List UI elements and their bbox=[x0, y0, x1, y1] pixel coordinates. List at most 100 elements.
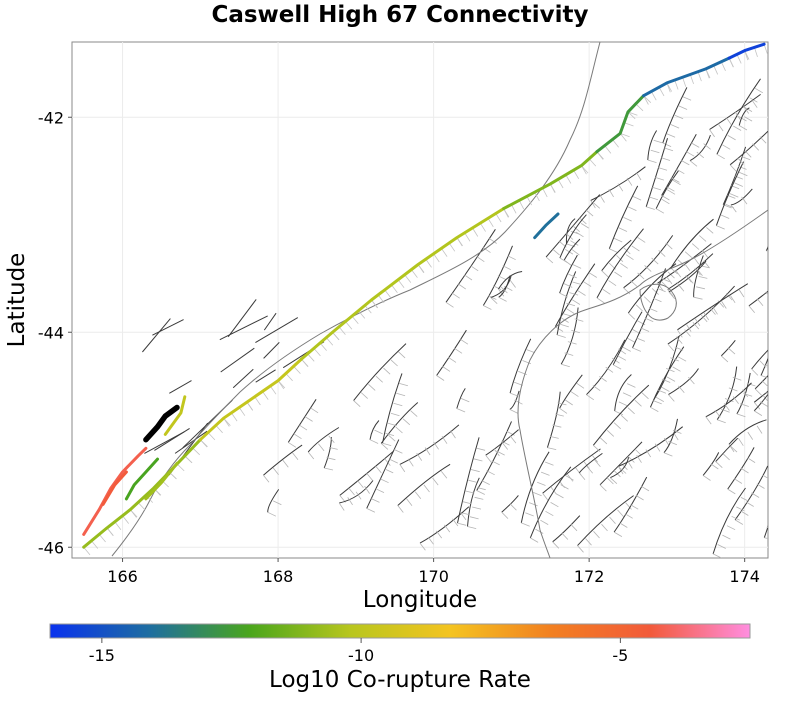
background-fault-trace bbox=[565, 218, 576, 244]
background-fault-hatch bbox=[399, 464, 406, 473]
background-fault-hatch bbox=[727, 488, 736, 495]
background-fault-trace bbox=[142, 318, 171, 353]
background-fault-trace bbox=[720, 339, 736, 357]
background-fault-hatch bbox=[658, 167, 668, 171]
alpine-hatch bbox=[456, 237, 463, 247]
background-fault-trace bbox=[748, 290, 768, 307]
alpine-hatch bbox=[542, 187, 548, 198]
background-fault-hatch bbox=[783, 365, 791, 370]
background-fault-trace bbox=[734, 465, 768, 521]
background-fault-hatch bbox=[496, 450, 505, 456]
background-fault-hatch bbox=[686, 151, 695, 157]
background-fault-hatch bbox=[672, 429, 682, 434]
alpine-hatch bbox=[358, 310, 366, 319]
background-fault-trace bbox=[751, 349, 768, 370]
background-fault-hatch bbox=[675, 336, 683, 344]
background-fault-hatch bbox=[369, 439, 379, 444]
background-fault-hatch bbox=[550, 502, 559, 508]
background-fault-hatch bbox=[631, 245, 640, 252]
background-fault-trace bbox=[652, 336, 680, 401]
alpine-hatch bbox=[682, 77, 687, 87]
background-fault-hatch bbox=[678, 385, 685, 393]
background-fault-hatch bbox=[728, 387, 738, 392]
background-fault-hatch bbox=[739, 125, 748, 131]
background-fault-trace bbox=[498, 275, 511, 298]
background-fault-hatch bbox=[627, 455, 635, 463]
background-fault-trace bbox=[661, 133, 697, 196]
background-fault-hatch bbox=[493, 448, 500, 457]
background-fault-hatch bbox=[620, 414, 628, 422]
background-fault-hatch bbox=[762, 474, 768, 479]
background-fault-hatch bbox=[355, 491, 362, 500]
background-fault-trace bbox=[255, 369, 276, 383]
alpine-hatch bbox=[411, 269, 418, 278]
background-fault-hatch bbox=[630, 504, 639, 510]
background-fault-hatch bbox=[501, 440, 510, 446]
background-fault-hatch bbox=[667, 271, 675, 279]
chart-title: Caswell High 67 Connectivity bbox=[211, 2, 589, 28]
alpine-hatch bbox=[254, 396, 261, 406]
background-fault-trace bbox=[546, 391, 561, 448]
background-fault-hatch bbox=[668, 441, 678, 446]
background-fault-hatch bbox=[472, 506, 482, 510]
alpine-hatch bbox=[565, 174, 572, 184]
background-fault-hatch bbox=[667, 343, 675, 352]
x-tick-label: 170 bbox=[418, 567, 449, 586]
background-fault-trace bbox=[662, 87, 688, 144]
background-fault-hatch bbox=[467, 526, 477, 529]
background-fault-hatch bbox=[645, 449, 652, 458]
background-fault-hatch bbox=[661, 195, 670, 201]
alpine-hatch bbox=[728, 57, 734, 68]
background-fault-hatch bbox=[402, 418, 411, 426]
background-fault-hatch bbox=[602, 288, 611, 295]
background-fault-hatch bbox=[684, 251, 693, 258]
background-fault-hatch bbox=[729, 294, 736, 304]
background-fault-trace bbox=[586, 339, 626, 396]
background-fault-trace bbox=[476, 421, 512, 491]
alpine-hatch bbox=[557, 179, 564, 189]
background-fault-trace bbox=[219, 315, 268, 341]
background-fault-hatch bbox=[722, 534, 731, 540]
background-fault-hatch bbox=[643, 296, 651, 304]
background-fault-hatch bbox=[734, 111, 741, 120]
background-fault-hatch bbox=[622, 392, 632, 397]
background-fault-trace bbox=[419, 506, 470, 544]
background-fault-trace bbox=[668, 260, 707, 293]
background-fault-hatch bbox=[419, 542, 426, 551]
alpine-hatch bbox=[697, 71, 702, 82]
background-fault-hatch bbox=[726, 117, 732, 126]
background-fault-hatch bbox=[777, 345, 783, 351]
background-fault-trace bbox=[716, 366, 738, 420]
background-fault-trace bbox=[578, 452, 603, 474]
alpine-hatch bbox=[511, 204, 517, 214]
alpine-hatch bbox=[114, 521, 122, 530]
background-fault-trace bbox=[689, 134, 711, 162]
background-fault-hatch bbox=[741, 156, 751, 161]
background-fault-hatch bbox=[318, 443, 325, 452]
background-fault-hatch bbox=[765, 291, 768, 296]
background-fault-hatch bbox=[596, 297, 605, 304]
background-fault-trace bbox=[482, 245, 513, 306]
alpine-hatch bbox=[338, 326, 346, 335]
background-fault-hatch bbox=[759, 401, 768, 407]
background-fault-hatch bbox=[705, 416, 712, 425]
background-fault-hatch bbox=[717, 123, 724, 132]
background-fault-hatch bbox=[593, 531, 600, 539]
background-fault-hatch bbox=[709, 129, 715, 138]
colorbar-ticks: -15 -10 -5 bbox=[89, 638, 628, 665]
background-fault-hatch bbox=[433, 441, 439, 450]
background-fault-hatch bbox=[507, 255, 516, 261]
alpine-hatch bbox=[705, 68, 711, 79]
background-fault-hatch bbox=[637, 272, 645, 280]
alpine-hatch bbox=[658, 87, 665, 97]
background-fault-trace bbox=[727, 447, 755, 490]
background-fault-hatch bbox=[371, 498, 380, 503]
coastline-east bbox=[517, 209, 768, 558]
background-fault-hatch bbox=[715, 461, 723, 468]
background-fault-hatch bbox=[774, 285, 780, 292]
background-fault-trace bbox=[610, 457, 630, 479]
background-fault-trace bbox=[667, 253, 714, 290]
background-fault-hatch bbox=[482, 247, 491, 253]
background-fault-hatch bbox=[613, 531, 623, 537]
